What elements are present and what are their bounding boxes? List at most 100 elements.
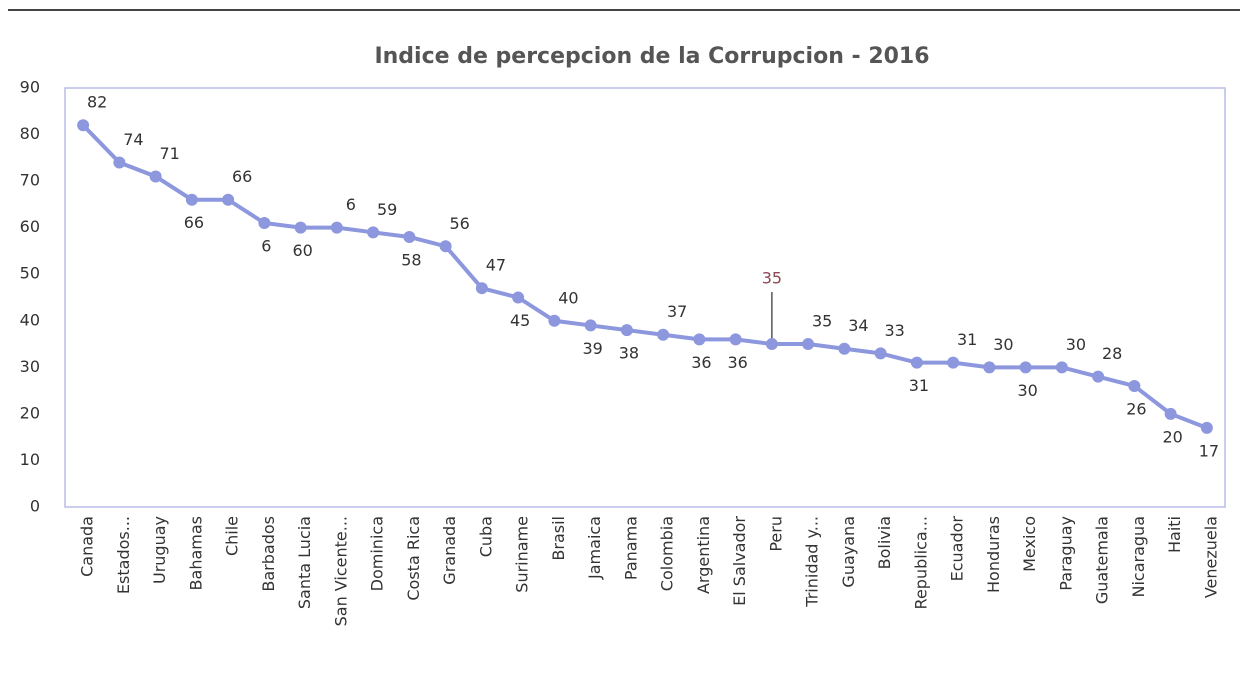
- point: [1200, 421, 1213, 434]
- chart-title: Indice de percepcion de la Corrupcion - …: [374, 44, 929, 69]
- point: [149, 170, 162, 183]
- x-tick-label: Ecuador: [948, 516, 967, 582]
- data-label: 39: [582, 339, 602, 358]
- data-label: 17: [1199, 441, 1219, 460]
- x-tick-label: Honduras: [984, 516, 1003, 593]
- x-tick-label: Guatemala: [1093, 516, 1112, 604]
- point: [1055, 361, 1068, 374]
- point: [403, 230, 416, 243]
- data-label: 56: [449, 214, 469, 233]
- point: [1164, 407, 1177, 420]
- data-label: 31: [957, 330, 977, 349]
- x-tick-label: Barbados: [259, 516, 278, 592]
- plot-area: [64, 87, 1226, 508]
- data-label: 30: [1017, 381, 1037, 400]
- x-tick-label: Suriname: [513, 516, 532, 593]
- x-tick-label: Nicaragua: [1129, 516, 1148, 598]
- point: [367, 226, 380, 239]
- data-label: 30: [993, 335, 1013, 354]
- point: [584, 319, 597, 332]
- y-tick-label: 30: [20, 357, 40, 376]
- y-tick-label: 10: [20, 450, 40, 469]
- point: [512, 291, 525, 304]
- data-label: 36: [691, 353, 711, 372]
- point: [838, 342, 851, 355]
- point: [1128, 379, 1141, 392]
- y-tick-label: 50: [20, 264, 40, 283]
- y-tick-label: 40: [20, 310, 40, 329]
- point: [620, 324, 633, 337]
- data-label: 66: [184, 213, 204, 232]
- data-label: 31: [909, 376, 929, 395]
- x-tick-label: Dominica: [368, 516, 387, 591]
- data-label: 38: [619, 344, 639, 363]
- x-tick-label: Argentina: [694, 516, 713, 594]
- point: [77, 119, 90, 132]
- data-label: 35: [762, 269, 782, 288]
- data-label: 82: [87, 93, 107, 112]
- data-label: 35: [812, 312, 832, 331]
- x-tick-label: Paraguay: [1056, 516, 1075, 591]
- data-label: 60: [292, 241, 312, 260]
- point: [765, 338, 778, 351]
- data-label: 58: [401, 250, 421, 269]
- point: [910, 356, 923, 369]
- point: [947, 356, 960, 369]
- point: [330, 221, 343, 234]
- data-label: 30: [1066, 335, 1086, 354]
- y-tick-label: 60: [20, 217, 40, 236]
- data-label: 28: [1102, 344, 1122, 363]
- data-label: 36: [727, 353, 747, 372]
- y-tick-label: 20: [20, 403, 40, 422]
- data-label: 33: [884, 321, 904, 340]
- x-tick-label: Venezuela: [1201, 516, 1220, 598]
- data-label: 47: [486, 256, 506, 275]
- line: [81, 123, 1208, 430]
- point: [113, 156, 126, 169]
- point: [185, 193, 198, 206]
- data-label: 45: [510, 311, 530, 330]
- x-tick-label: Haiti: [1165, 516, 1184, 553]
- x-tick-label: Republica...: [911, 516, 930, 609]
- data-label: 6: [346, 195, 356, 214]
- x-tick-label: Trinidad y...: [803, 516, 822, 608]
- x-tick-label: Peru: [766, 516, 785, 552]
- point: [294, 221, 307, 234]
- point: [874, 347, 887, 360]
- point: [983, 361, 996, 374]
- point: [657, 328, 670, 341]
- data-label: 6: [261, 237, 271, 256]
- x-tick-label: Canada: [78, 516, 97, 577]
- y-tick-label: 0: [30, 497, 40, 516]
- data-label: 71: [159, 144, 179, 163]
- point: [729, 333, 742, 346]
- x-tick-label: El Salvador: [730, 516, 749, 606]
- x-tick-label: Bolivia: [875, 516, 894, 569]
- x-tick-label: Brasil: [549, 516, 568, 561]
- x-tick-label: Mexico: [1020, 516, 1039, 572]
- x-tick-label: San Vicente...: [331, 516, 350, 626]
- y-tick-label: 70: [20, 171, 40, 190]
- x-tick-label: Colombia: [658, 516, 677, 591]
- point: [548, 314, 561, 327]
- data-label: 26: [1126, 399, 1146, 418]
- data-label: 66: [232, 167, 252, 186]
- x-tick-label: Cuba: [476, 516, 495, 557]
- data-label: 40: [558, 288, 578, 307]
- point: [439, 240, 452, 253]
- point: [802, 338, 815, 351]
- x-tick-label: Granada: [440, 516, 459, 585]
- data-label: 59: [377, 200, 397, 219]
- x-tick-label: Guayana: [839, 516, 858, 588]
- x-tick-label: Panama: [621, 516, 640, 580]
- data-label: 74: [123, 130, 143, 149]
- y-tick-label: 80: [20, 124, 40, 143]
- x-tick-label: Bahamas: [186, 516, 205, 590]
- x-tick-label: Santa Lucia: [295, 516, 314, 609]
- data-label: 20: [1162, 427, 1182, 446]
- point: [1092, 370, 1105, 383]
- x-tick-label: Estados...: [114, 516, 133, 594]
- data-label: 34: [848, 316, 868, 335]
- point: [258, 217, 271, 230]
